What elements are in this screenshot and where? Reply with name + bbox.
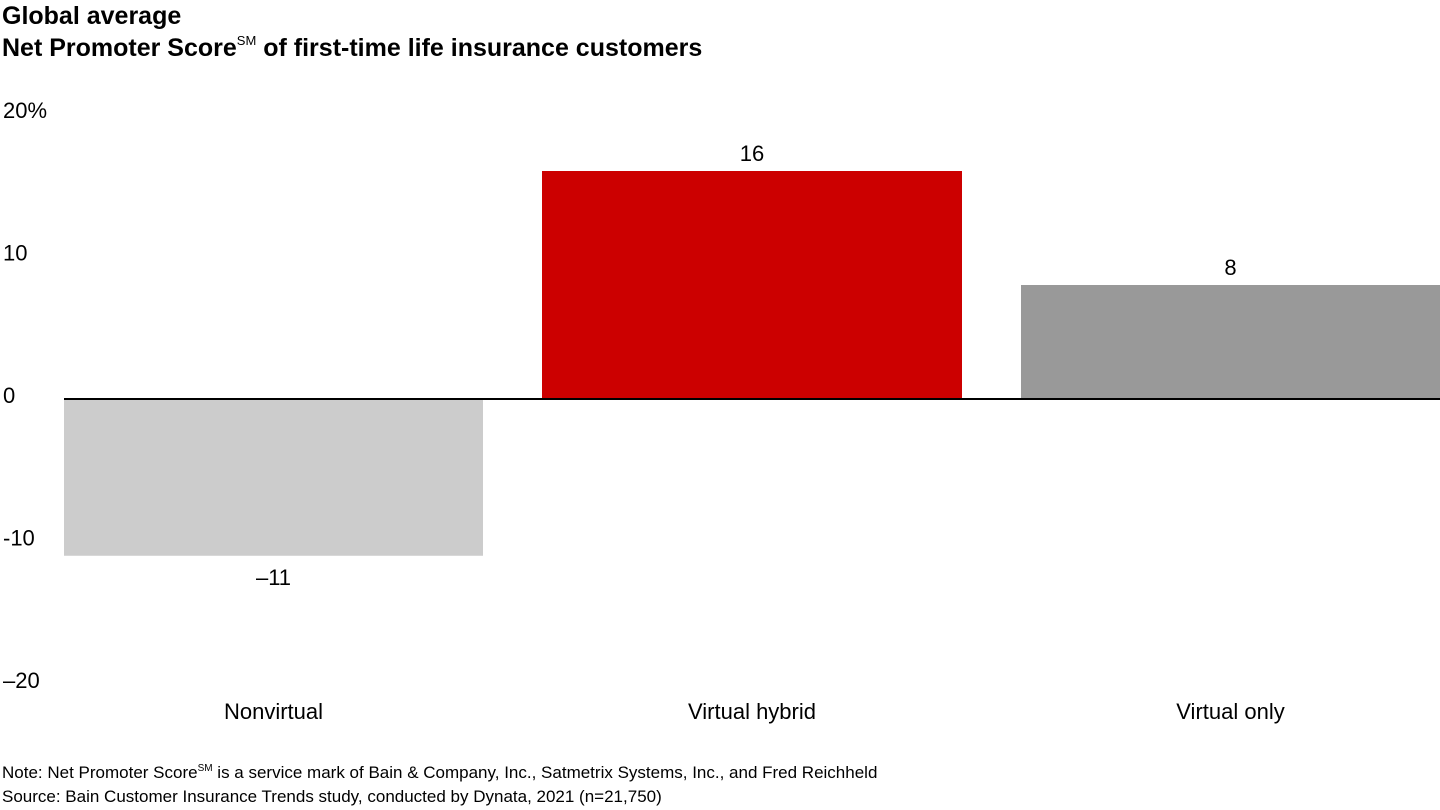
chart-subtitle: Net Promoter ScoreSM of first-time life … — [2, 33, 702, 63]
category-label: Virtual hybrid — [688, 699, 816, 724]
y-tick-label: 20% — [3, 98, 47, 123]
y-axis-ticks: 20% 10 0 -10 –20 — [3, 98, 47, 693]
chart-title: Global average — [2, 2, 182, 30]
value-label: 16 — [740, 141, 764, 166]
category-label: Virtual only — [1176, 699, 1284, 724]
bar-virtual-hybrid — [542, 171, 962, 399]
value-label: –11 — [256, 565, 291, 590]
bars-group — [64, 171, 1440, 556]
bar-nonvirtual — [64, 399, 483, 556]
y-tick-label: –20 — [3, 668, 40, 693]
y-tick-label: -10 — [3, 526, 35, 551]
bar-virtual-only — [1021, 285, 1440, 399]
y-tick-label: 0 — [3, 383, 15, 408]
note-prefix: Note: Net Promoter Score — [2, 763, 198, 782]
y-tick-label: 10 — [3, 241, 27, 266]
note-rest: is a service mark of Bain & Company, Inc… — [212, 763, 878, 782]
service-mark: SM — [236, 33, 257, 48]
category-label: Nonvirtual — [224, 699, 323, 724]
value-labels: –11 16 8 — [256, 141, 1237, 590]
footer-note: Note: Net Promoter ScoreSM is a service … — [2, 762, 877, 784]
footer-source: Source: Bain Customer Insurance Trends s… — [2, 787, 662, 806]
category-labels: Nonvirtual Virtual hybrid Virtual only — [224, 699, 1285, 724]
value-label: 8 — [1224, 255, 1236, 280]
subtitle-rest: of first-time life insurance customers — [256, 34, 703, 62]
bar-chart: 20% 10 0 -10 –20 –11 16 8 Nonvirtual Virtual hy… — [3, 98, 1440, 724]
note-service-mark: SM — [197, 763, 213, 774]
subtitle-main: Net Promoter Score — [2, 34, 237, 62]
